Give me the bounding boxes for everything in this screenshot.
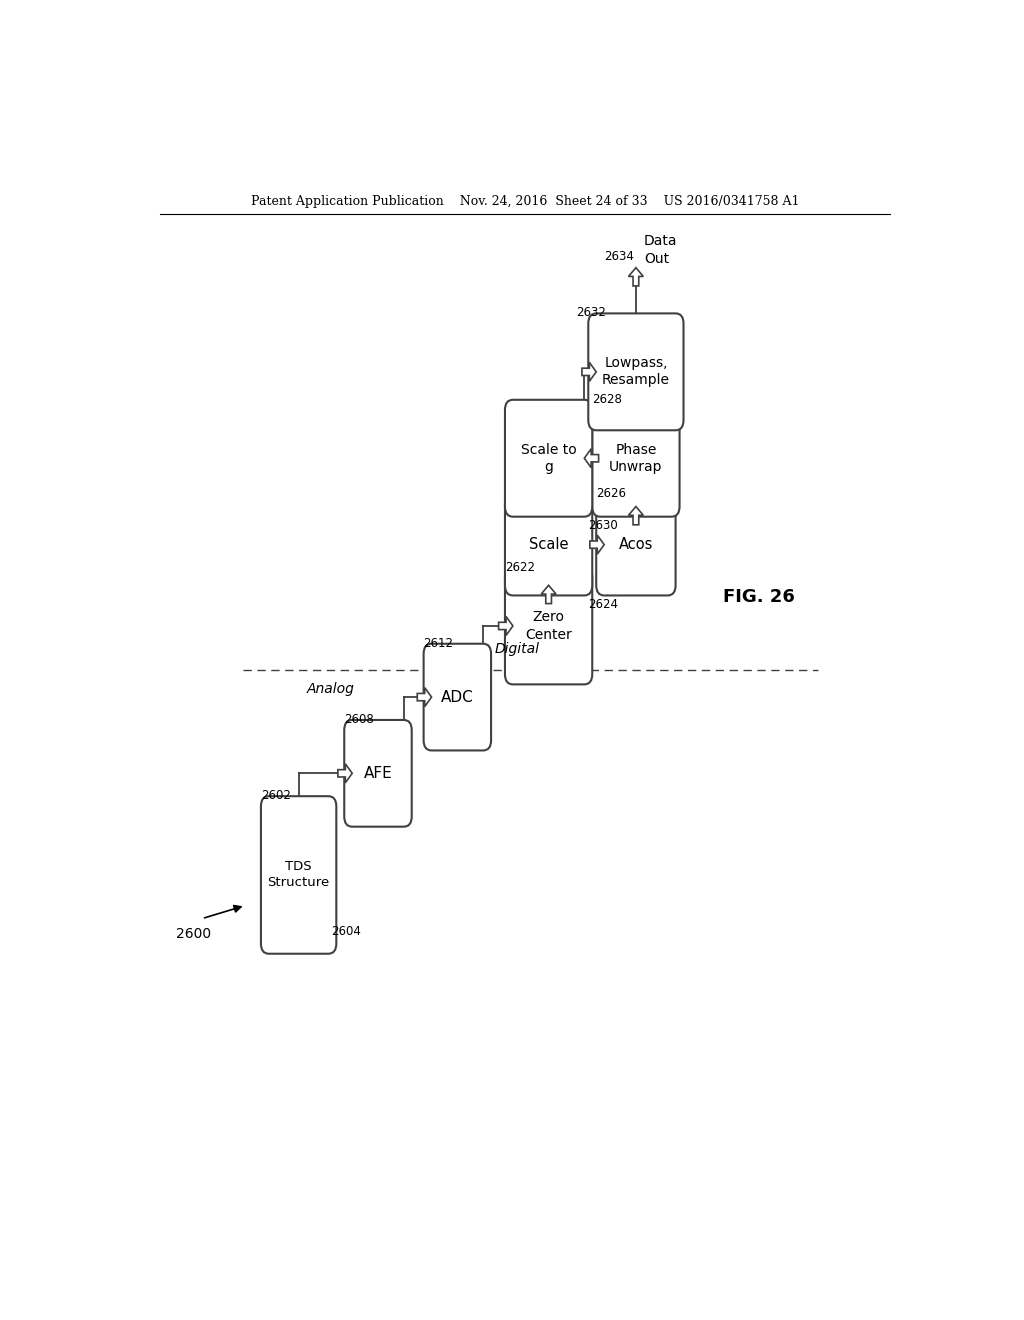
Text: 2634: 2634 [604, 249, 634, 263]
Text: FIG. 26: FIG. 26 [723, 589, 795, 606]
Polygon shape [338, 764, 352, 783]
FancyBboxPatch shape [592, 400, 680, 516]
FancyBboxPatch shape [588, 313, 684, 430]
Text: ADC: ADC [441, 689, 474, 705]
Text: Scale to
g: Scale to g [521, 442, 577, 474]
Text: Phase
Unwrap: Phase Unwrap [609, 442, 663, 474]
FancyBboxPatch shape [424, 644, 492, 751]
Polygon shape [629, 507, 643, 525]
FancyBboxPatch shape [505, 568, 592, 684]
FancyBboxPatch shape [344, 719, 412, 826]
FancyBboxPatch shape [596, 494, 676, 595]
Text: 2624: 2624 [588, 598, 618, 611]
Text: 2628: 2628 [592, 393, 623, 405]
Text: AFE: AFE [364, 766, 392, 781]
Text: 2612: 2612 [424, 636, 454, 649]
Text: 2622: 2622 [505, 561, 535, 574]
Text: Lowpass,
Resample: Lowpass, Resample [602, 356, 670, 388]
Text: 2632: 2632 [577, 306, 606, 319]
Text: 2608: 2608 [344, 713, 374, 726]
Text: TDS
Structure: TDS Structure [267, 861, 330, 890]
Text: Zero
Center: Zero Center [525, 610, 572, 642]
FancyBboxPatch shape [505, 400, 592, 516]
Polygon shape [417, 688, 431, 706]
Text: 2604: 2604 [331, 925, 360, 939]
Polygon shape [585, 449, 599, 467]
Text: Acos: Acos [618, 537, 653, 552]
Polygon shape [541, 585, 556, 603]
FancyBboxPatch shape [505, 494, 592, 595]
Text: 2602: 2602 [261, 789, 291, 803]
Polygon shape [629, 268, 643, 286]
Polygon shape [582, 362, 596, 381]
Text: 2630: 2630 [588, 519, 618, 532]
Text: Analog: Analog [306, 682, 354, 696]
Text: 2626: 2626 [596, 487, 627, 500]
Text: Data
Out: Data Out [644, 235, 677, 265]
Text: Digital: Digital [495, 643, 540, 656]
Polygon shape [499, 616, 513, 635]
FancyBboxPatch shape [261, 796, 336, 954]
Text: Patent Application Publication    Nov. 24, 2016  Sheet 24 of 33    US 2016/03417: Patent Application Publication Nov. 24, … [251, 194, 799, 207]
Text: 2600: 2600 [176, 927, 211, 941]
Polygon shape [590, 535, 604, 554]
Text: Scale: Scale [528, 537, 568, 552]
